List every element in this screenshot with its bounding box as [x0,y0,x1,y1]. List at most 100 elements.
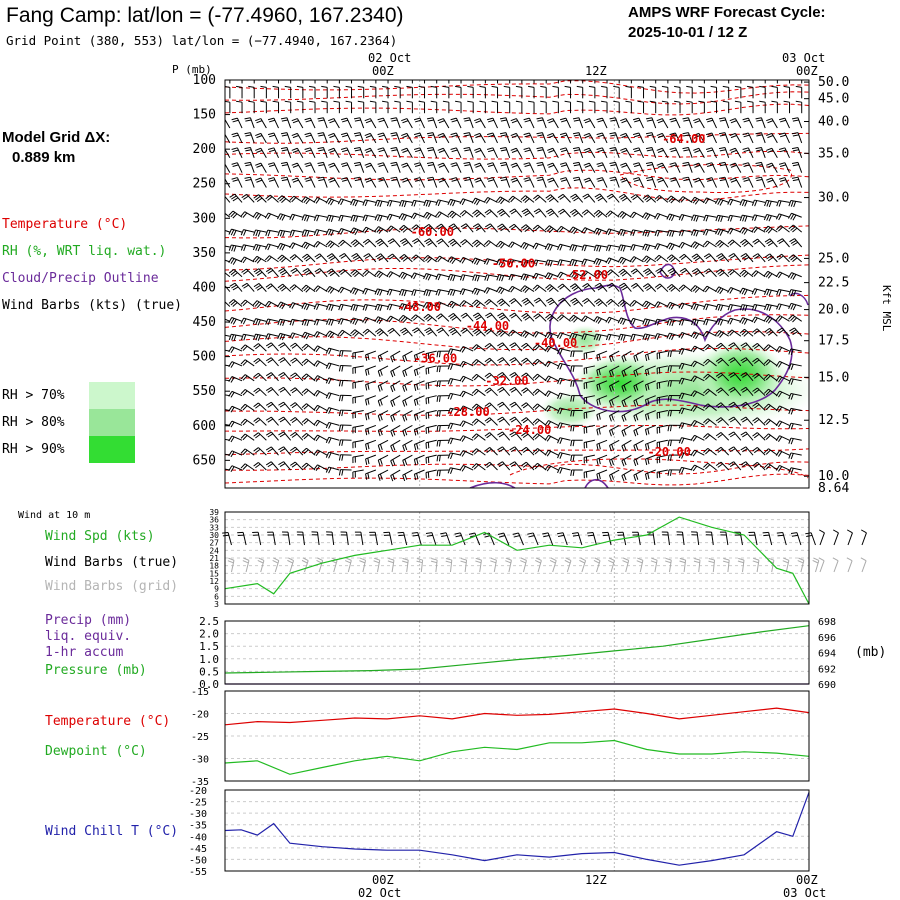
barb-24-21-staff [476,433,486,441]
barb-17-32-staff [608,333,620,337]
barb-9-34 [629,211,644,219]
barb-1-19-feather-0 [455,85,462,88]
barb-12-46-staff [781,253,790,263]
barb-13-13-feather-1 [376,271,382,278]
barb-22-46-staff [779,405,790,412]
barb-23-7-feather-1 [303,419,309,425]
barb-11-47-staff [794,238,803,248]
barb-13-15 [398,271,413,280]
barb-4-3 [255,132,267,144]
barb-12-5-feather-1 [279,256,285,261]
barb-7-11-feather-0 [353,176,361,179]
barb-3-17 [426,117,438,129]
barb-5-40 [705,147,717,159]
barb-17-5-feather-0 [277,333,281,340]
barb-4-20-staff [468,132,474,144]
barb-23-41 [715,417,730,426]
barb-12-2-feather-0 [240,256,245,263]
barb-10-41-feather-0 [715,228,719,235]
barb-6-27-feather-1 [548,164,555,168]
barb-24-20 [459,435,474,442]
barb-5-22 [486,147,498,159]
barb-24-32 [609,439,620,452]
barb-24-20-feather-0 [459,435,464,441]
barb-18-44-feather-1 [753,344,760,350]
barb-21-3-staff [258,387,267,397]
barb-12-25-staff [523,259,535,263]
barb-18-2 [240,344,255,352]
barb-15-42-staff [729,304,741,307]
barb-11-11-staff [355,239,365,248]
barb-25-7-feather-0 [301,447,307,453]
barb-4-31-feather-0 [596,132,603,136]
barb-19-26 [532,358,547,367]
barb-12-19-feather-2 [451,258,457,265]
barb-23-30-staff [583,424,595,429]
barb-0-9 [338,80,340,84]
barb-10-21-feather-1 [474,225,481,230]
barb-12-5-feather-0 [277,254,283,260]
barb-12-44-feather-0 [752,253,759,258]
barb-18-33 [621,350,632,363]
barb-22-46-feather-1 [777,406,783,413]
barb-11-7-staff [304,241,316,248]
cloud-outline-small [659,263,676,279]
barb-23-4 [265,416,279,426]
barb-9-24 [509,208,523,218]
barb-4-31-staff [601,132,608,144]
barb-6-44-staff [760,162,766,173]
barb-2-22 [491,100,499,114]
barb-18-42-feather-1 [729,344,736,349]
barb-8-18-feather-0 [435,199,439,206]
barb-24-44 [752,432,766,441]
barb-16-39 [691,318,705,327]
barb-13-18 [435,273,449,281]
barb-25-0-feather-0 [217,453,219,459]
barb-8-45-feather-2 [768,201,772,208]
barb-21-45-feather-1 [765,390,771,396]
barb-3-16-feather-0 [413,117,421,121]
barb-23-3-feather-0 [253,417,259,422]
barb-15-42 [727,304,741,311]
barb-15-34-feather-1 [631,301,637,307]
barb-22-13-feather-0 [377,415,381,422]
barb-12-18-staff [439,255,450,263]
barb-8-4-feather-1 [267,196,273,201]
barb-8-12-staff [365,199,376,203]
barb-22-0-feather-0 [217,409,219,415]
barb-22-40-feather-0 [703,403,709,409]
barb-17-6 [289,332,304,340]
barb-1-18-feather-0 [442,85,449,88]
barb-13-5 [278,267,292,278]
barb-10-37-feather-2 [671,230,675,237]
barb-13-26-feather-1 [534,273,539,280]
barb-22-9 [325,407,340,414]
barb-4-5-feather-1 [281,134,288,137]
barb-10-7-feather-2 [306,230,310,237]
barb-14-26 [532,284,547,293]
barb-19-31-feather-0 [596,369,599,376]
barb-6-36 [656,162,669,173]
barb-8-44-staff [754,199,766,203]
barb-23-5-staff [283,416,292,426]
barb-7-17-feather-0 [426,176,434,179]
barb-9-19 [447,210,462,219]
barb-5-40-feather-0 [705,147,713,150]
barb-22-5-feather-0 [278,401,284,406]
barb-8-45-feather-0 [764,200,768,207]
barb-19-29-feather-0 [570,365,573,372]
barb-19-42-feather-1 [729,358,736,363]
barb-13-44-feather-0 [751,270,757,276]
barb-8-16 [411,199,425,207]
barb-1-42 [734,85,742,99]
barb-21-35 [644,395,656,406]
barb-20-20-feather-0 [459,375,464,382]
barb-22-8-feather-1 [315,406,321,412]
barb-9-21-feather-2 [475,212,482,218]
barb-10-0-feather-1 [219,229,222,234]
barb-13-27-feather-2 [549,274,554,280]
barb-8-11-feather-2 [354,200,359,207]
barb-13-35-staff [648,268,657,278]
barb-21-46-feather-0 [775,390,780,397]
barb-4-35 [645,132,657,144]
